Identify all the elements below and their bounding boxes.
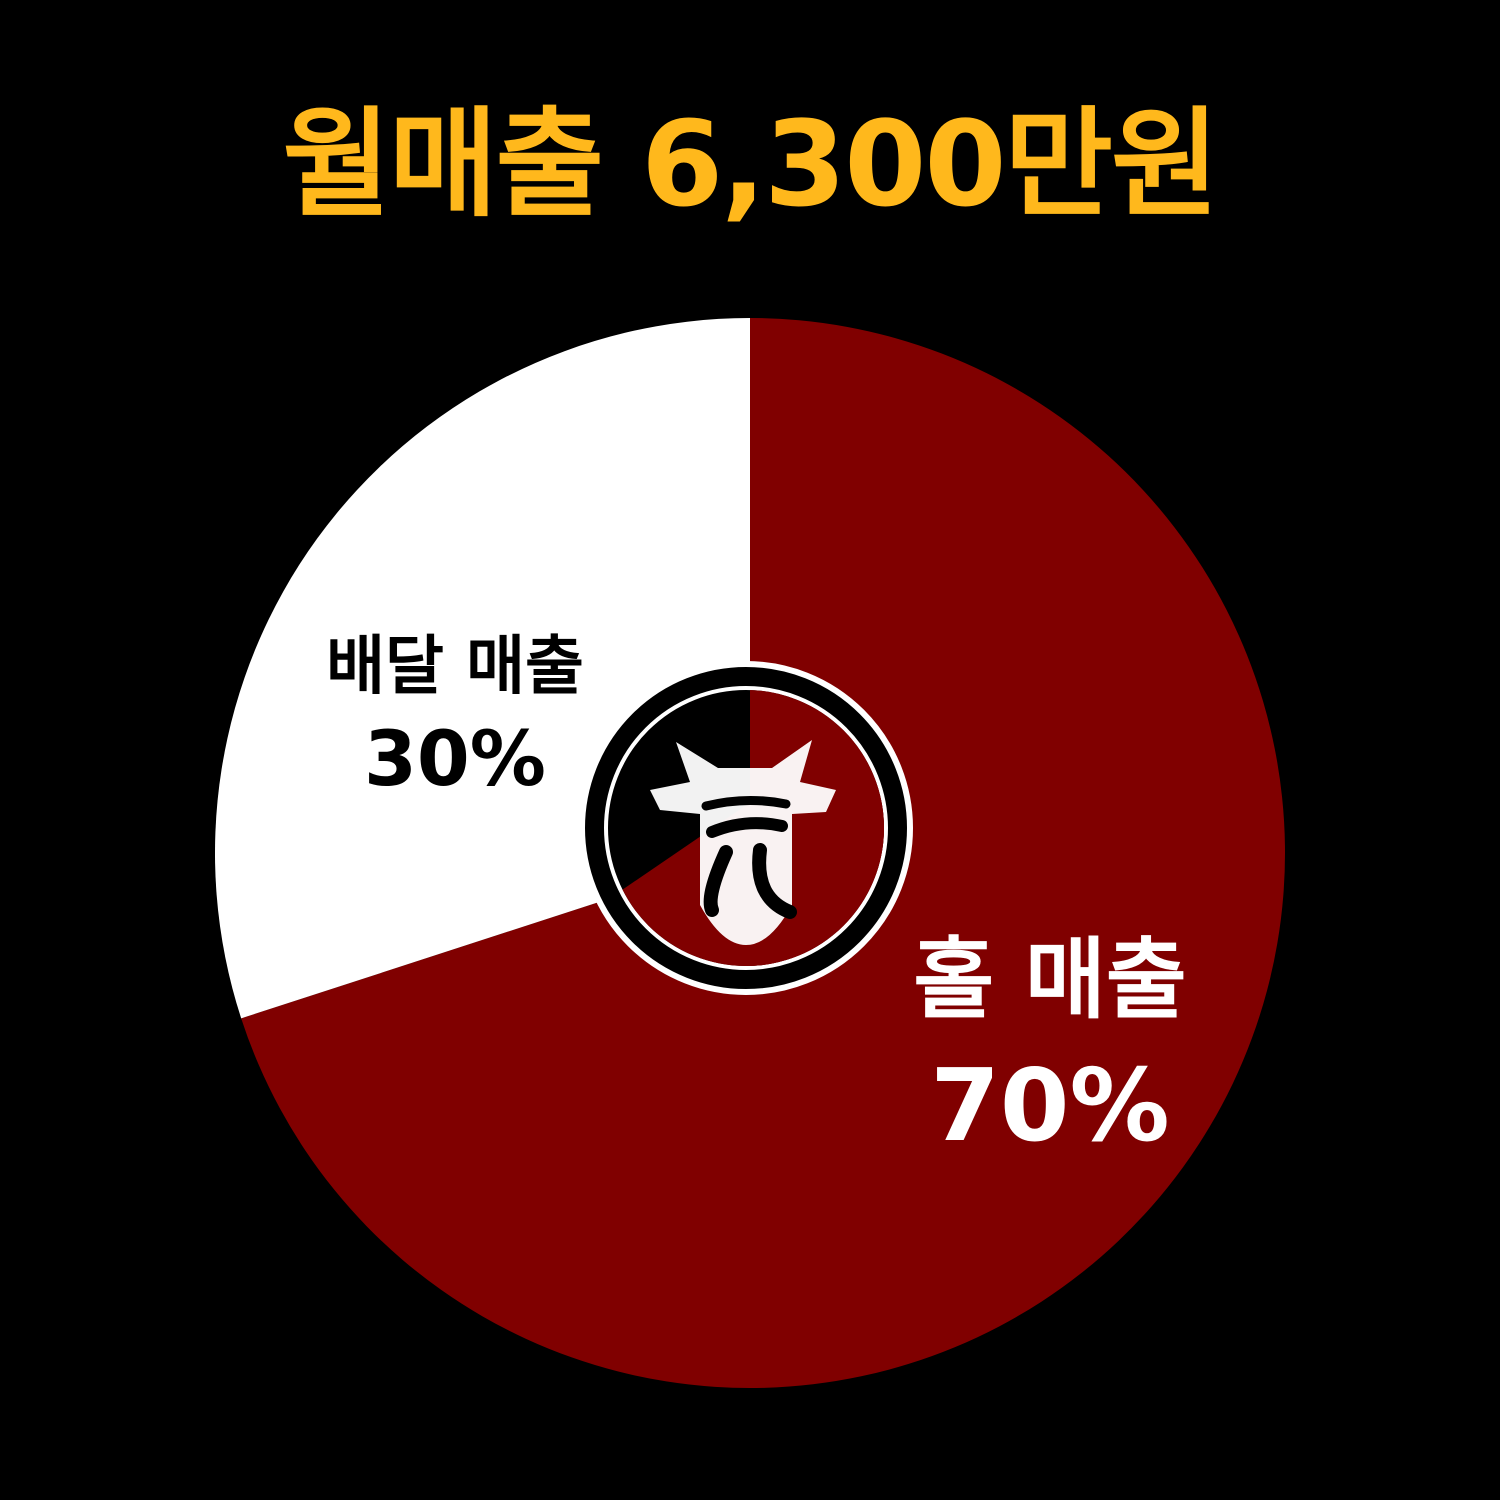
slice-value-label: 70% (930, 1047, 1169, 1164)
slice-name-label: 배달 매출 (326, 630, 584, 704)
slice-value-label: 30% (364, 714, 546, 803)
slice-name-label: 홀 매출 (913, 928, 1187, 1031)
page-title: 월매출 6,300만원 (282, 95, 1219, 233)
bull-head-logo-icon (579, 661, 913, 995)
